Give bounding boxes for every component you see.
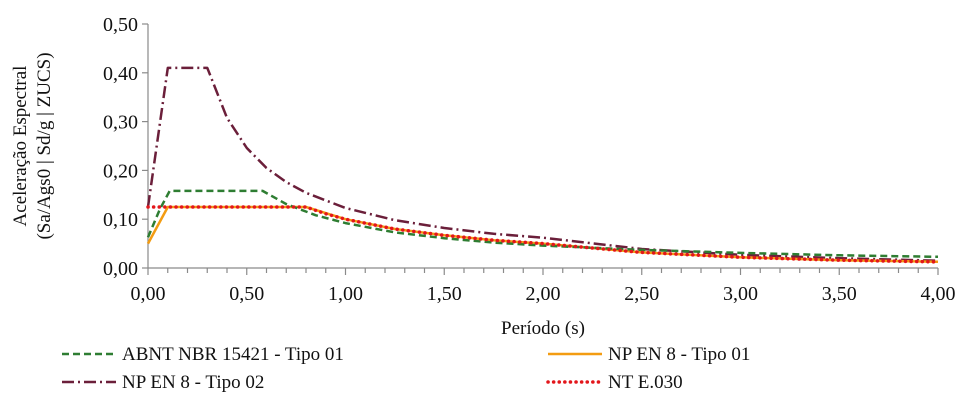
series-line [146, 205, 939, 263]
legend-label: ABNT NBR 15421 - Tipo 01 [122, 344, 344, 365]
y-tick-label: 0,50 [103, 14, 138, 36]
legend-label: NT E.030 [608, 372, 683, 393]
y-tick-label: 0,30 [103, 112, 138, 134]
x-tick-label: 2,00 [526, 283, 561, 305]
y-axis-ticks: 0,00 0,10 0,20 0,30 0,40 0,50 [103, 14, 148, 280]
x-tick-label: 0,00 [131, 283, 166, 305]
x-tick-label: 1,50 [427, 283, 462, 305]
x-tick-label: 4,00 [921, 283, 956, 305]
series-line [146, 205, 940, 264]
x-tick-label: 3,50 [822, 283, 857, 305]
y-tick-label: 0,10 [103, 209, 138, 231]
x-tick-label: 2,50 [624, 283, 659, 305]
y-tick-label: 0,40 [103, 63, 138, 85]
series-line [146, 189, 939, 259]
y-tick-label: 0,20 [103, 160, 138, 182]
y-axis-title-line: (Sa/Ags0 | Sd/g | ZUCS) [34, 52, 55, 239]
axes [147, 24, 938, 269]
x-tick-label: 0,50 [229, 283, 264, 305]
x-axis-title: Período (s) [501, 318, 585, 339]
series-lines [146, 66, 940, 264]
y-axis-title: Aceleração Espectral (Sa/Ags0 | Sd/g | ZU… [10, 52, 55, 239]
legend: ABNT NBR 15421 - Tipo 01 NP EN 8 - Tipo 0… [62, 344, 750, 393]
x-tick-label: 1,00 [328, 283, 363, 305]
y-tick-label: 0,00 [103, 258, 138, 280]
y-axis-title-line: Aceleração Espectral [10, 66, 31, 227]
x-tick-label: 3,00 [723, 283, 758, 305]
series-line [146, 66, 939, 262]
x-axis-ticks: 0,00 0,50 1,00 1,50 2,00 2,50 3,00 3,50 4,00 [131, 268, 956, 305]
legend-label: NP EN 8 - Tipo 02 [122, 372, 264, 393]
legend-label: NP EN 8 - Tipo 01 [608, 344, 750, 365]
